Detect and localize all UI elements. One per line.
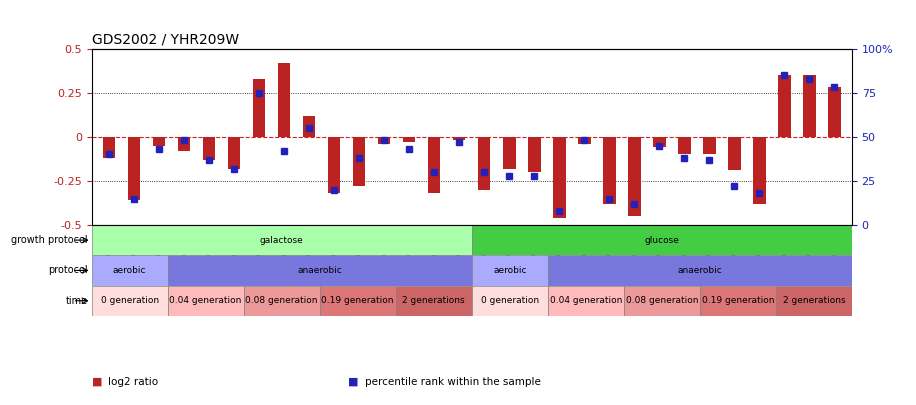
Bar [653, 137, 666, 147]
Text: galactose: galactose [260, 236, 303, 245]
FancyBboxPatch shape [92, 255, 168, 286]
FancyBboxPatch shape [776, 286, 852, 316]
FancyBboxPatch shape [548, 286, 624, 316]
FancyBboxPatch shape [624, 286, 700, 316]
Text: 0.19 generation: 0.19 generation [702, 296, 774, 305]
FancyBboxPatch shape [320, 286, 396, 316]
FancyBboxPatch shape [548, 255, 852, 286]
Text: glucose: glucose [644, 236, 680, 245]
FancyBboxPatch shape [396, 286, 472, 316]
Text: 0.08 generation: 0.08 generation [626, 296, 698, 305]
Text: percentile rank within the sample: percentile rank within the sample [365, 377, 540, 387]
Bar [528, 137, 540, 172]
Bar [128, 137, 140, 200]
Bar [678, 137, 691, 154]
Text: ■: ■ [92, 377, 102, 387]
Text: 0.04 generation: 0.04 generation [550, 296, 622, 305]
Text: 0.19 generation: 0.19 generation [322, 296, 394, 305]
Bar [803, 75, 815, 137]
Bar [603, 137, 616, 204]
Bar [153, 137, 166, 146]
FancyBboxPatch shape [472, 255, 548, 286]
Bar [378, 137, 390, 144]
Bar [403, 137, 416, 142]
Bar [828, 87, 841, 137]
Bar [178, 137, 191, 151]
FancyBboxPatch shape [92, 225, 472, 255]
Text: ■: ■ [348, 377, 358, 387]
FancyBboxPatch shape [168, 255, 472, 286]
Bar [478, 137, 490, 190]
Text: 0.08 generation: 0.08 generation [245, 296, 318, 305]
Text: log2 ratio: log2 ratio [108, 377, 158, 387]
FancyBboxPatch shape [472, 286, 548, 316]
Text: 0.04 generation: 0.04 generation [169, 296, 242, 305]
Text: 2 generations: 2 generations [782, 296, 845, 305]
Text: 2 generations: 2 generations [402, 296, 465, 305]
Text: growth protocol: growth protocol [11, 235, 88, 245]
Text: aerobic: aerobic [493, 266, 527, 275]
Bar [628, 137, 640, 216]
Bar [728, 137, 741, 170]
Bar [303, 115, 315, 137]
Bar [428, 137, 441, 193]
Bar [753, 137, 766, 204]
Bar [553, 137, 565, 218]
Bar [278, 63, 290, 137]
Text: GDS2002 / YHR209W: GDS2002 / YHR209W [92, 32, 239, 46]
Bar [103, 137, 115, 158]
Bar [202, 137, 215, 160]
Text: anaerobic: anaerobic [298, 266, 342, 275]
FancyBboxPatch shape [92, 286, 168, 316]
Bar [228, 137, 240, 168]
FancyBboxPatch shape [244, 286, 320, 316]
Text: aerobic: aerobic [113, 266, 147, 275]
FancyBboxPatch shape [168, 286, 244, 316]
Bar [503, 137, 516, 168]
Bar [453, 137, 465, 140]
FancyBboxPatch shape [700, 286, 776, 316]
Bar [328, 137, 341, 193]
Bar [353, 137, 365, 186]
FancyBboxPatch shape [472, 225, 852, 255]
Text: 0 generation: 0 generation [101, 296, 158, 305]
Bar [703, 137, 715, 154]
Text: protocol: protocol [49, 265, 88, 275]
Text: 0 generation: 0 generation [481, 296, 539, 305]
Bar [578, 137, 591, 144]
Bar [253, 79, 266, 137]
Bar [778, 75, 791, 137]
Text: anaerobic: anaerobic [678, 266, 722, 275]
Text: time: time [66, 296, 88, 306]
